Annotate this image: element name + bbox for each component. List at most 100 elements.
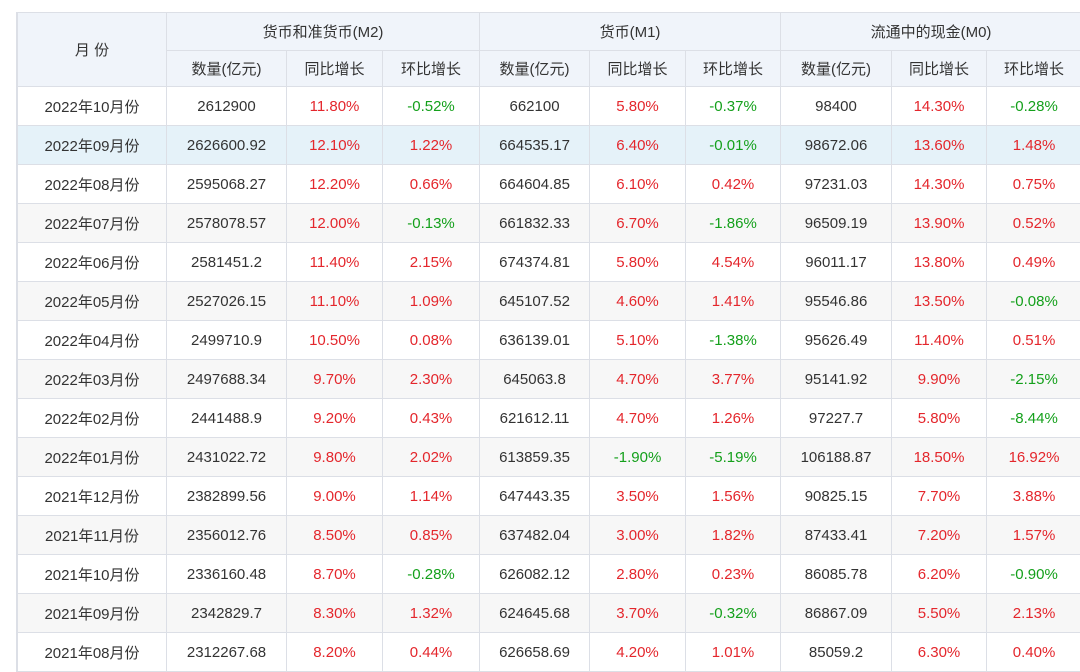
amount-cell: 626082.12: [479, 554, 591, 594]
percent-cell: -1.86%: [685, 203, 782, 243]
amount-cell: 624645.68: [479, 593, 591, 633]
table-row: 2022年03月份 2497688.34 9.70% 2.30% 645063.8 4.7…: [17, 359, 1080, 399]
percent-cell: 0.42%: [685, 164, 782, 204]
amount-cell: 2441488.9: [166, 398, 287, 438]
percent-cell: 2.15%: [381, 242, 481, 282]
percent-cell: -0.52%: [381, 86, 481, 126]
group-header: 货币(M1): [479, 12, 782, 51]
amount-cell: 2356012.76: [166, 515, 287, 555]
amount-cell: 96011.17: [780, 242, 893, 282]
table-row: 2022年05月份 2527026.15 11.10% 1.09% 645107.52 4…: [17, 281, 1080, 321]
amount-cell: 664535.17: [479, 125, 591, 165]
amount-cell: 86085.78: [780, 554, 893, 594]
percent-cell: 0.49%: [986, 242, 1080, 282]
percent-cell: 0.43%: [381, 398, 481, 438]
month-cell: 2021年12月份: [17, 476, 167, 516]
month-cell: 2021年10月份: [17, 554, 167, 594]
percent-cell: 4.60%: [589, 281, 687, 321]
percent-cell: -5.19%: [685, 437, 782, 477]
percent-cell: 11.40%: [891, 320, 988, 360]
percent-cell: 9.20%: [286, 398, 383, 438]
percent-cell: 0.66%: [381, 164, 481, 204]
percent-cell: 9.80%: [286, 437, 383, 477]
percent-cell: 0.75%: [986, 164, 1080, 204]
percent-cell: -1.38%: [685, 320, 782, 360]
amount-cell: 86867.09: [780, 593, 893, 633]
percent-cell: 0.40%: [986, 632, 1080, 672]
amount-cell: 90825.15: [780, 476, 893, 516]
amount-cell: 645063.8: [479, 359, 591, 399]
amount-cell: 97231.03: [780, 164, 893, 204]
percent-cell: 4.20%: [589, 632, 687, 672]
month-cell: 2022年03月份: [17, 359, 167, 399]
percent-cell: 13.50%: [891, 281, 988, 321]
amount-cell: 2431022.72: [166, 437, 287, 477]
percent-cell: 4.70%: [589, 359, 687, 399]
amount-cell: 98400: [780, 86, 893, 126]
amount-cell: 613859.35: [479, 437, 591, 477]
percent-cell: -1.90%: [589, 437, 687, 477]
percent-cell: 1.09%: [381, 281, 481, 321]
percent-cell: 1.56%: [685, 476, 782, 516]
group-header: 货币和准货币(M2): [165, 12, 481, 51]
amount-cell: 2336160.48: [166, 554, 287, 594]
percent-cell: 5.80%: [891, 398, 988, 438]
percent-cell: 9.70%: [286, 359, 383, 399]
amount-cell: 2626600.92: [166, 125, 287, 165]
column-header: 同比增长: [589, 50, 687, 87]
percent-cell: 5.80%: [589, 242, 687, 282]
amount-cell: 2497688.34: [166, 359, 287, 399]
percent-cell: 8.20%: [286, 632, 383, 672]
amount-cell: 2382899.56: [166, 476, 287, 516]
column-header: 数量(亿元): [479, 50, 591, 87]
percent-cell: 3.70%: [589, 593, 687, 633]
amount-cell: 647443.35: [479, 476, 591, 516]
group-header: 流通中的现金(M0): [780, 12, 1080, 51]
month-cell: 2022年02月份: [17, 398, 167, 438]
amount-cell: 637482.04: [479, 515, 591, 555]
table-container: 月 份 货币和准货币(M2) 货币(M1) 流通中的现金(M0) 数量(亿元) 同比增…: [16, 12, 1080, 672]
percent-cell: 10.50%: [286, 320, 383, 360]
percent-cell: -8.44%: [986, 398, 1080, 438]
month-cell: 2022年01月份: [17, 437, 167, 477]
amount-cell: 106188.87: [780, 437, 893, 477]
percent-cell: -2.15%: [986, 359, 1080, 399]
table-row: 2021年10月份 2336160.48 8.70% -0.28% 626082.12 2…: [17, 554, 1080, 594]
table-row: 2022年04月份 2499710.9 10.50% 0.08% 636139.01 5.…: [17, 320, 1080, 360]
amount-cell: 661832.33: [479, 203, 591, 243]
month-cell: 2022年07月份: [17, 203, 167, 243]
percent-cell: 3.88%: [986, 476, 1080, 516]
percent-cell: 7.70%: [891, 476, 988, 516]
percent-cell: 1.01%: [685, 632, 782, 672]
column-header: 同比增长: [891, 50, 988, 87]
percent-cell: 5.10%: [589, 320, 687, 360]
month-cell: 2022年10月份: [17, 86, 167, 126]
percent-cell: 2.13%: [986, 593, 1080, 633]
table-row: 2022年01月份 2431022.72 9.80% 2.02% 613859.35 -1…: [17, 437, 1080, 477]
amount-cell: 96509.19: [780, 203, 893, 243]
table-row: 2022年02月份 2441488.9 9.20% 0.43% 621612.11 4.7…: [17, 398, 1080, 438]
percent-cell: 1.22%: [381, 125, 481, 165]
percent-cell: 18.50%: [891, 437, 988, 477]
percent-cell: 9.90%: [891, 359, 988, 399]
percent-cell: 0.52%: [986, 203, 1080, 243]
column-header: 环比增长: [986, 50, 1080, 87]
percent-cell: 13.80%: [891, 242, 988, 282]
amount-cell: 2595068.27: [166, 164, 287, 204]
percent-cell: 1.26%: [685, 398, 782, 438]
percent-cell: 4.54%: [685, 242, 782, 282]
percent-cell: -0.13%: [381, 203, 481, 243]
amount-cell: 674374.81: [479, 242, 591, 282]
amount-cell: 95626.49: [780, 320, 893, 360]
amount-cell: 2581451.2: [166, 242, 287, 282]
percent-cell: 9.00%: [286, 476, 383, 516]
percent-cell: 6.40%: [589, 125, 687, 165]
percent-cell: 6.70%: [589, 203, 687, 243]
header-row: 月 份 货币和准货币(M2) 货币(M1) 流通中的现金(M0): [17, 12, 1080, 87]
percent-cell: 11.10%: [286, 281, 383, 321]
column-header: 同比增长: [286, 50, 383, 87]
amount-cell: 664604.85: [479, 164, 591, 204]
percent-cell: 14.30%: [891, 164, 988, 204]
month-cell: 2022年04月份: [17, 320, 167, 360]
percent-cell: 6.20%: [891, 554, 988, 594]
